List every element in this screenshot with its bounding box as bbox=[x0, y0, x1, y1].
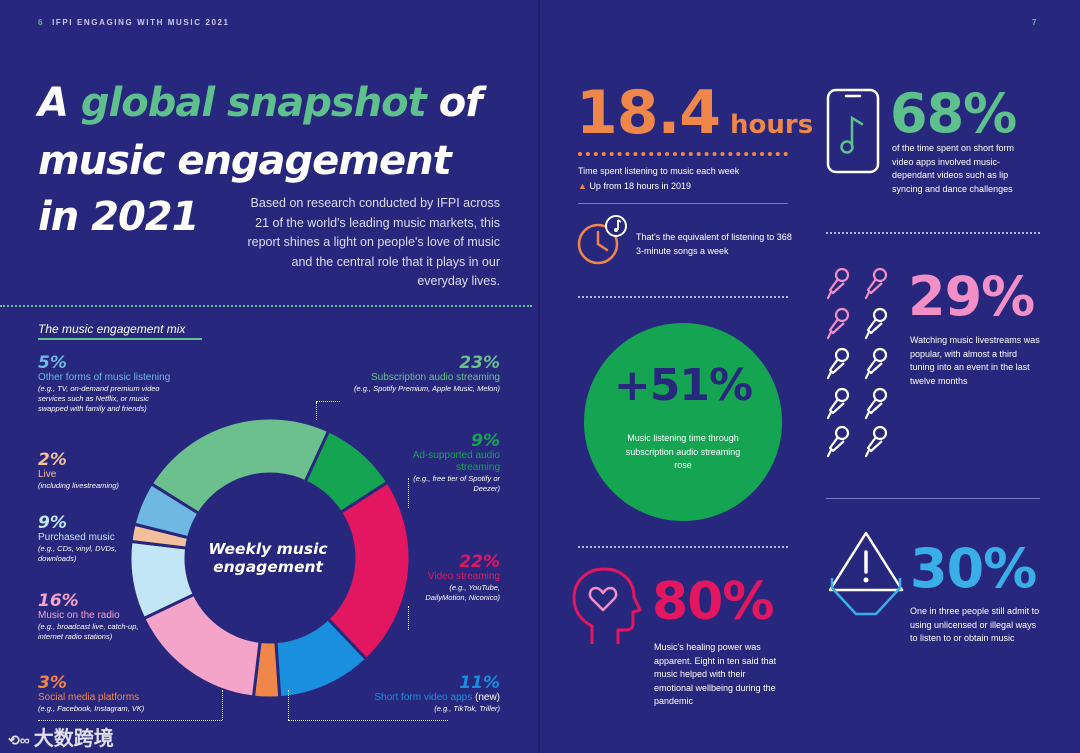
segment-short-form: 11% Short form video apps (new) (e.g., T… bbox=[374, 673, 500, 713]
right-page-number: 7 bbox=[1032, 18, 1039, 27]
segment-live: 2% Live (including livestreaming) bbox=[38, 450, 119, 490]
segment-other: 5% Other forms of music listening (e.g.,… bbox=[38, 353, 171, 413]
mix-title-underline bbox=[38, 338, 202, 340]
donut-center-line2: engagement bbox=[213, 558, 323, 576]
phone-music-icon bbox=[826, 88, 880, 174]
wavy-divider-1 bbox=[578, 296, 788, 298]
intro-paragraph: Based on research conducted by IFPI acro… bbox=[247, 196, 500, 288]
segment-radio: 16% Music on the radio (e.g., broadcast … bbox=[38, 591, 139, 641]
leader-social bbox=[222, 690, 223, 720]
page-divider bbox=[538, 0, 540, 753]
wavy-divider-2 bbox=[578, 546, 788, 548]
leader-social-h bbox=[38, 720, 222, 721]
livestream-value: 29% bbox=[908, 265, 1035, 328]
head-heart-icon bbox=[572, 567, 642, 644]
short-form-desc: of the time spent on short form video ap… bbox=[892, 143, 1015, 194]
up-arrow-icon: ▲ bbox=[578, 181, 587, 191]
songs-desc: That's the equivalent of listening to 36… bbox=[636, 232, 792, 256]
hours-desc: Time spent listening to music each week bbox=[578, 166, 740, 176]
section-divider bbox=[0, 305, 532, 307]
donut-center-line1: Weekly music bbox=[208, 540, 327, 558]
page-title: A global snapshot of music engagement in… bbox=[38, 80, 483, 240]
unlicensed-desc: One in three people still admit to using… bbox=[910, 606, 1040, 643]
watermark-logo-icon: ⟲∞ bbox=[8, 732, 30, 748]
title-line-3: in 2021 bbox=[38, 194, 199, 240]
hours-dotted-rule bbox=[578, 152, 788, 156]
livestream-desc: Watching music livestreams was popular, … bbox=[910, 335, 1040, 386]
clock-music-icon bbox=[577, 215, 627, 265]
segment-purchased: 9% Purchased music (e.g., CDs, vinyl, DV… bbox=[38, 513, 117, 563]
watermark: ⟲∞ 大数跨境 bbox=[8, 728, 114, 750]
healing-value: 80% bbox=[652, 572, 774, 632]
short-form-value: 68% bbox=[890, 82, 1017, 145]
leader-short-form bbox=[288, 690, 289, 720]
segment-video: 22% Video streaming (e.g., YouTube, Dail… bbox=[425, 552, 500, 602]
subscription-desc: Music listening time through subscriptio… bbox=[625, 433, 741, 470]
mix-title: The music engagement mix bbox=[38, 322, 186, 336]
subscription-value: +51% bbox=[613, 360, 753, 411]
segment-social: 3% Social media platforms (e.g., Faceboo… bbox=[38, 673, 145, 713]
leader-short-form-h bbox=[288, 720, 448, 721]
unlicensed-value: 30% bbox=[910, 537, 1037, 600]
warning-download-icon bbox=[828, 531, 904, 616]
hours-change: ▲ Up from 18 hours in 2019 bbox=[578, 181, 691, 191]
leader-video bbox=[408, 606, 409, 630]
segment-ad-supported: 9% Ad-supported audio streaming (e.g., f… bbox=[412, 431, 500, 493]
subscription-circle bbox=[584, 323, 782, 521]
leader-subscription-h bbox=[316, 401, 340, 402]
leader-ad-supported bbox=[408, 478, 409, 508]
segment-subscription: 23% Subscription audio streaming (e.g., … bbox=[353, 353, 500, 393]
livestream-rule bbox=[826, 498, 1040, 499]
microphones-icon-grid bbox=[826, 268, 888, 458]
donut-center bbox=[186, 474, 354, 642]
left-page-number: 6 bbox=[38, 18, 45, 27]
engagement-donut-chart: Weekly music engagement bbox=[128, 416, 412, 700]
left-page-header: 6 IFPI ENGAGING WITH MUSIC 2021 bbox=[38, 18, 230, 27]
hours-rule bbox=[578, 203, 788, 204]
hours-value: 18.4 hours bbox=[576, 78, 814, 148]
title-line-2: music engagement bbox=[38, 138, 452, 184]
healing-desc: Music's healing power was apparent. Eigh… bbox=[654, 642, 777, 706]
title-line-1: A global snapshot of bbox=[38, 80, 483, 126]
left-header-title: IFPI ENGAGING WITH MUSIC 2021 bbox=[52, 18, 230, 27]
leader-subscription bbox=[316, 402, 317, 420]
wavy-divider-3 bbox=[826, 232, 1040, 234]
